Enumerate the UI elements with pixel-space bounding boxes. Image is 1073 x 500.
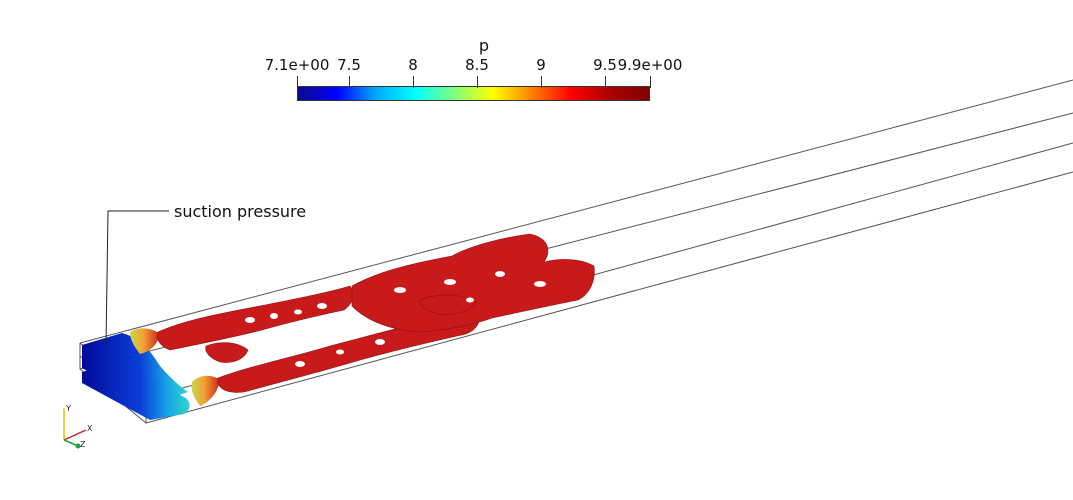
structure-holes bbox=[245, 271, 546, 367]
colorbar-tick-label: 9.9e+00 bbox=[617, 56, 683, 74]
colorbar-tick-label: 7.1e+00 bbox=[264, 56, 330, 74]
colorbar-tick-label: 9.5 bbox=[593, 56, 617, 74]
colorbar-tick bbox=[605, 76, 606, 88]
axis-x-label: X bbox=[87, 424, 93, 433]
suction-pressure-label: suction pressure bbox=[174, 202, 307, 221]
colorbar-tick bbox=[297, 76, 298, 88]
inlet-low-pressure-region bbox=[82, 333, 190, 420]
colorbar-tick-label: 8 bbox=[408, 56, 418, 74]
colorbar-tick bbox=[541, 76, 542, 88]
colorbar-tick bbox=[650, 76, 651, 88]
colorbar-tick-label: 7.5 bbox=[337, 56, 361, 74]
colorbar-tick bbox=[349, 76, 350, 88]
channel-wireframe bbox=[79, 79, 1073, 425]
high-pressure-structures bbox=[157, 233, 595, 393]
colorbar-tick-label: 8.5 bbox=[465, 56, 489, 74]
colorbar-tick-label: 9 bbox=[536, 56, 546, 74]
axis-y-label: Y bbox=[65, 404, 71, 413]
colorbar-legend bbox=[297, 86, 650, 101]
annotation-leader-line bbox=[105, 210, 169, 346]
axis-z-label: Z bbox=[80, 440, 86, 449]
transition-regions bbox=[130, 328, 220, 406]
axes-triad: Y X Z bbox=[63, 404, 93, 449]
colorbar-tick bbox=[413, 76, 414, 88]
colorbar-tick bbox=[477, 76, 478, 88]
colorbar-title: p bbox=[478, 36, 490, 55]
